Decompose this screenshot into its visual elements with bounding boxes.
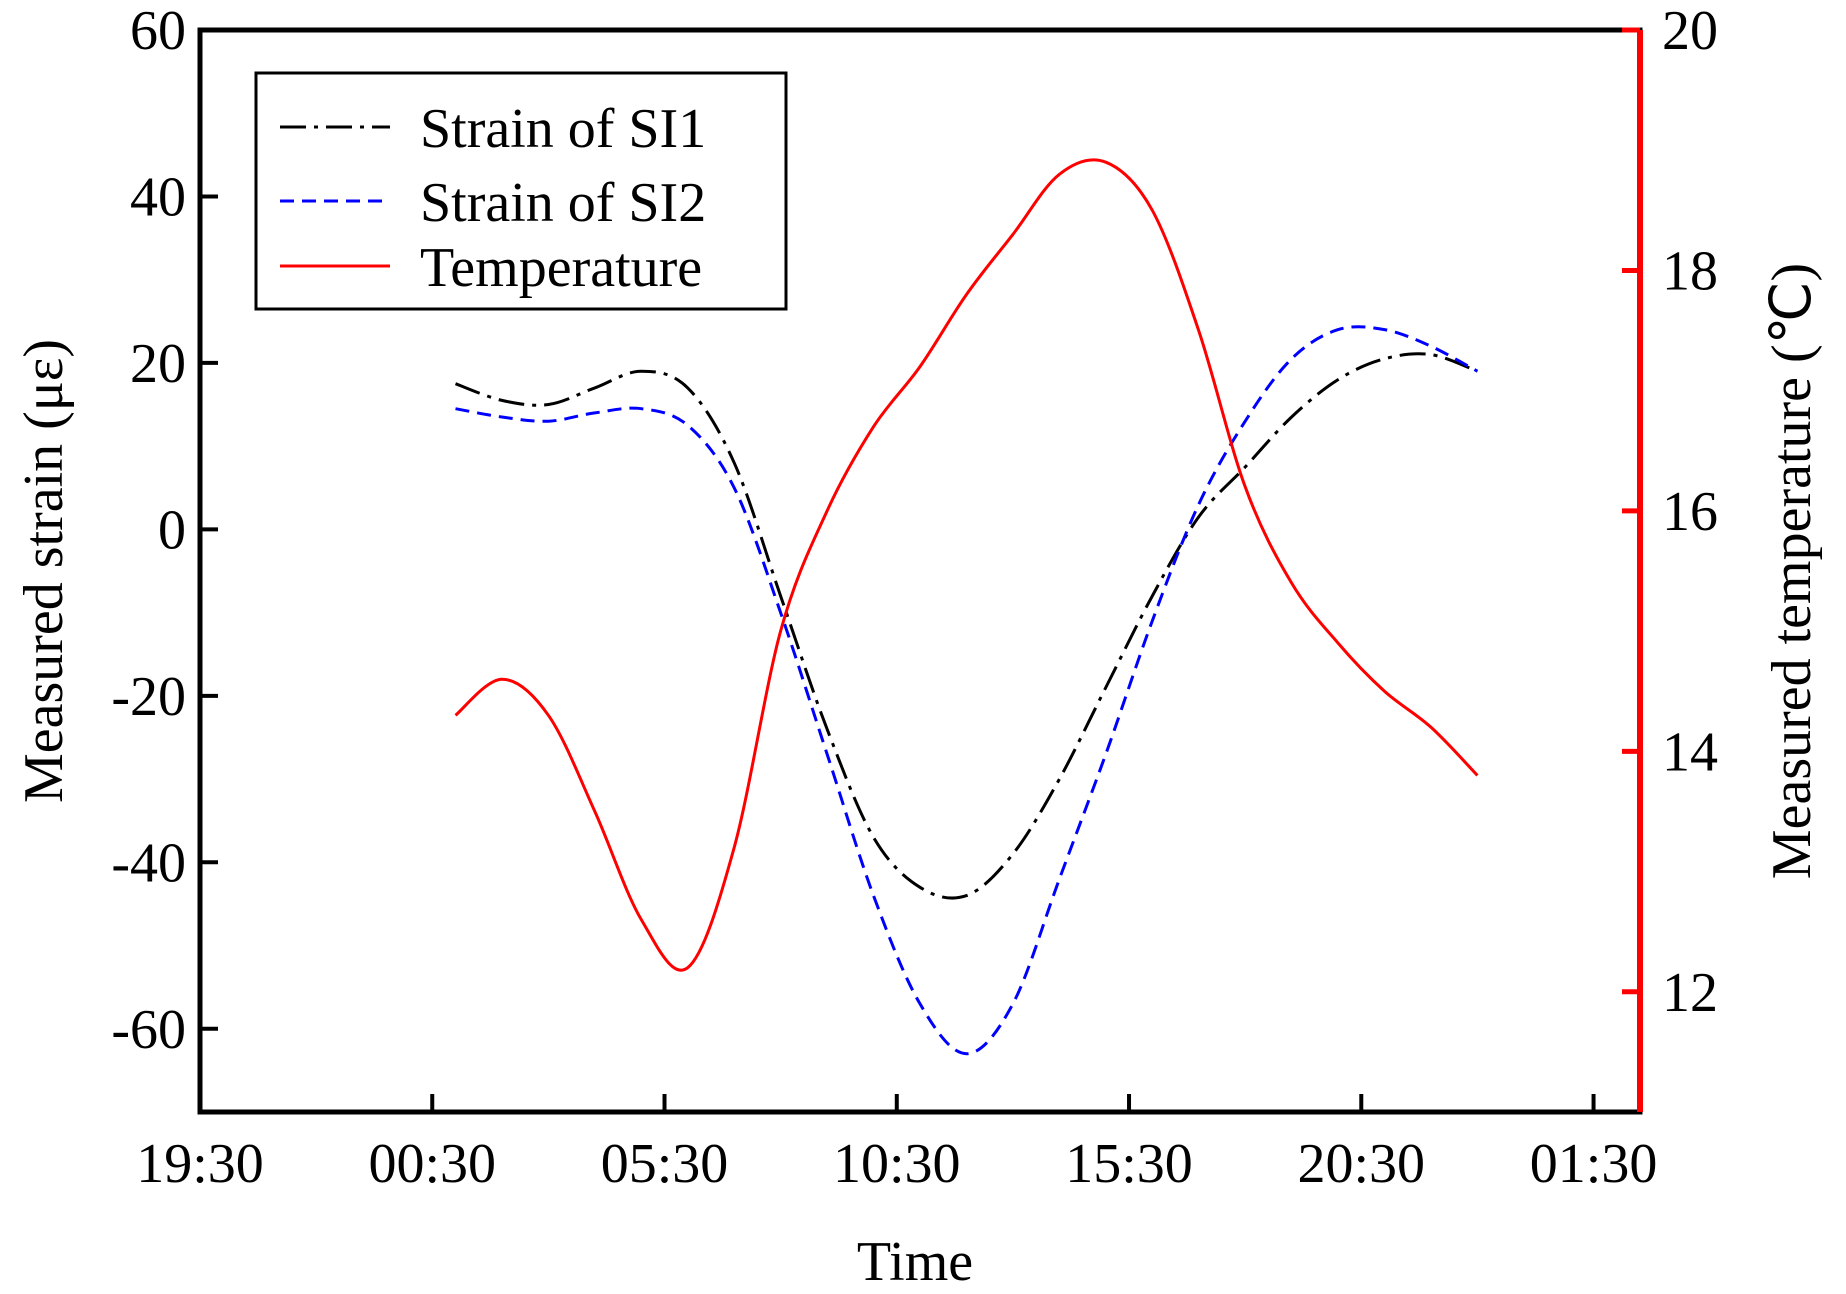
x-tick-label: 01:30: [1530, 1133, 1658, 1195]
series-line-1: [455, 325, 1479, 1056]
y2-tick-label: 20: [1662, 0, 1718, 62]
legend: Strain of SI1 Strain of SI2 Temperature: [254, 71, 788, 311]
series-line-0: [454, 352, 1478, 900]
legend-label-si2: Strain of SI2: [420, 172, 706, 234]
y2-tick-label: 12: [1662, 962, 1718, 1024]
x-tick-label: 19:30: [136, 1133, 264, 1195]
y-tick-label: 20: [130, 333, 186, 395]
y-tick-label: -40: [111, 832, 186, 894]
x-axis-title: Time: [857, 1231, 973, 1293]
y-axis-ticks: -60 -40 -20 0 20 40 60: [111, 0, 218, 1061]
x-tick-label: 05:30: [601, 1133, 729, 1195]
y2-tick-label: 14: [1662, 721, 1718, 783]
y-tick-label: 40: [130, 166, 186, 228]
y-tick-label: -20: [111, 666, 186, 728]
legend-label-temperature: Temperature: [420, 237, 702, 299]
x-tick-label: 10:30: [833, 1133, 961, 1195]
legend-label-si1: Strain of SI1: [420, 98, 706, 160]
x-tick-label: 20:30: [1298, 1133, 1426, 1195]
y-tick-label: -60: [111, 999, 186, 1061]
legend-box: [254, 71, 788, 311]
x-tick-label: 15:30: [1065, 1133, 1193, 1195]
y-axis-title: Measured strain (με): [13, 339, 75, 803]
y-tick-label: 60: [130, 0, 186, 62]
y-tick-label: 0: [158, 499, 186, 561]
series-line-2: [454, 158, 1479, 972]
y2-tick-label: 16: [1662, 481, 1718, 543]
plot-lines: [454, 158, 1479, 1056]
y2-axis-title: Measured temperature (℃): [1761, 263, 1823, 879]
y2-axis-ticks: 12 14 16 18 20: [1622, 0, 1718, 1024]
y2-tick-label: 18: [1662, 240, 1718, 302]
x-tick-label: 00:30: [368, 1133, 496, 1195]
x-axis-ticks: 19:30 00:30 05:30 10:30 15:30 20:30 01:30: [136, 1094, 1657, 1195]
